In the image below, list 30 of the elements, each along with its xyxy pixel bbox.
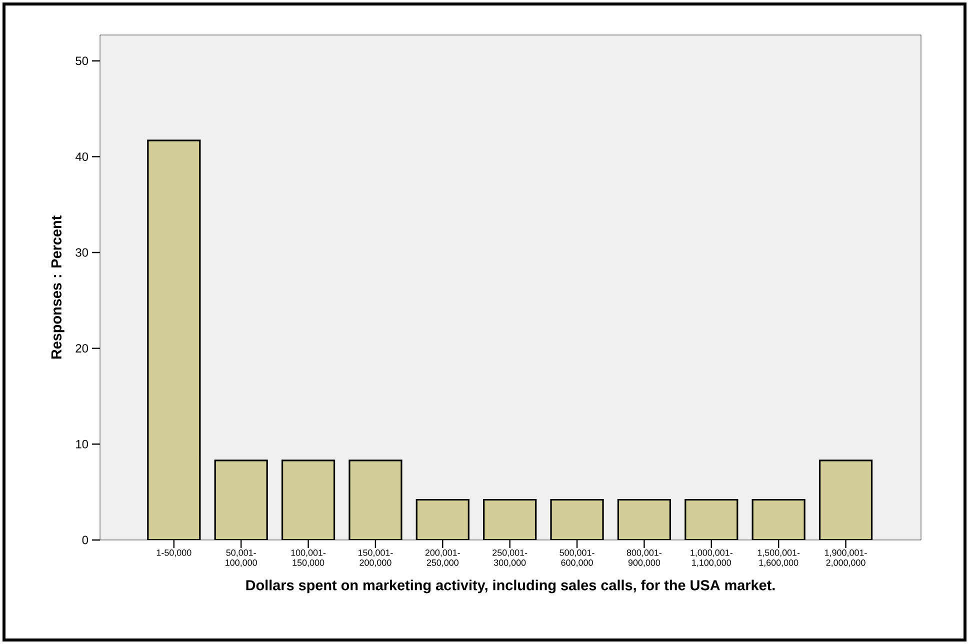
bar: [483, 498, 537, 540]
x-tick-label: 1-50,000: [156, 550, 192, 557]
y-axis-title: Responses : Percent: [51, 216, 64, 359]
x-axis-title: Dollars spent on marketing activity, including sales calls, for the USA market.: [246, 580, 775, 594]
x-tick-label: 150,001-200,000: [358, 550, 393, 567]
y-tick-label: 0: [82, 536, 88, 544]
x-tick-label: 1,000,001-1,100,000: [690, 550, 732, 567]
bar: [281, 460, 336, 540]
x-tick-label: 800,001-900,000: [626, 550, 662, 567]
bar: [617, 498, 672, 540]
x-tick-label: 1,900,001-2,000,000: [825, 550, 867, 567]
x-tick-label: 1,500,001-1,600,000: [758, 550, 800, 567]
x-tick-label: 250,001-300,000: [492, 550, 528, 567]
bar: [416, 498, 470, 540]
bar: [684, 498, 738, 540]
x-tick-label: 500,001-600,000: [560, 550, 594, 567]
bar: [214, 460, 268, 540]
bar: [147, 140, 201, 540]
x-tick-label: 100,001-150,000: [291, 550, 326, 567]
bar: [818, 460, 873, 540]
y-tick-label: 20: [76, 344, 88, 353]
y-tick-label: 30: [76, 248, 88, 257]
x-tick-label: 50,001-100,000: [226, 550, 257, 567]
bar: [348, 460, 402, 540]
y-tick-label: 50: [76, 56, 88, 66]
x-tick-label: 200,001-250,000: [425, 550, 460, 567]
y-tick-label: 40: [75, 152, 88, 161]
bar: [752, 498, 806, 540]
bar: [550, 498, 604, 540]
y-tick-label: 10: [76, 440, 88, 448]
